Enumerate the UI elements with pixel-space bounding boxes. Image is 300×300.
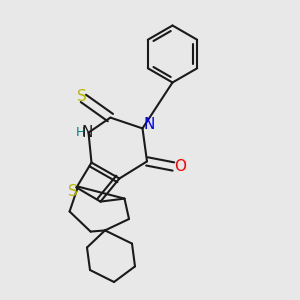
Text: O: O: [174, 159, 186, 174]
Text: S: S: [77, 89, 87, 104]
Text: S: S: [68, 184, 78, 199]
Text: N: N: [143, 117, 155, 132]
Text: N: N: [81, 125, 92, 140]
Text: H: H: [75, 126, 85, 139]
